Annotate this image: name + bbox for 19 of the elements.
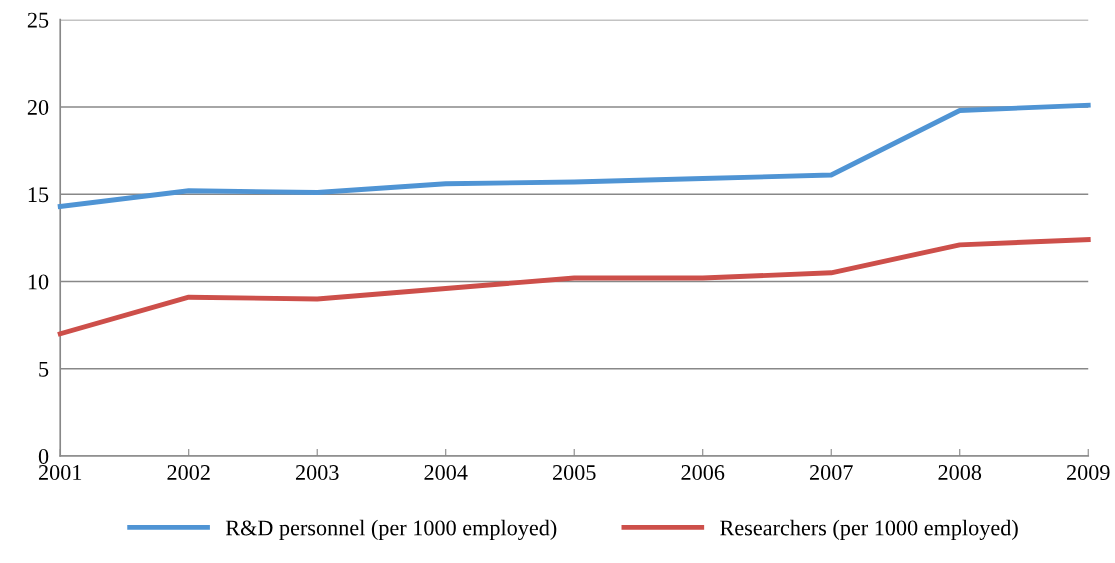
y-tick-label: 25 bbox=[27, 12, 49, 28]
x-tick-label: 2003 bbox=[295, 465, 339, 480]
y-tick-label: 5 bbox=[39, 361, 49, 377]
y-tick-label: 20 bbox=[27, 99, 49, 115]
x-tick-label: 2007 bbox=[809, 465, 853, 480]
x-tick-label: 2009 bbox=[1066, 465, 1110, 480]
x-tick-label: 2006 bbox=[681, 465, 725, 480]
line-series bbox=[57, 237, 1091, 337]
x-tick-label: 2004 bbox=[424, 465, 468, 480]
line-series bbox=[57, 102, 1091, 209]
x-tick-label: 2008 bbox=[938, 465, 982, 480]
x-tick-label: 2002 bbox=[167, 465, 210, 480]
x-tick-label: 2005 bbox=[552, 465, 596, 480]
legend-label: Researchers (per 1000 employed) bbox=[720, 519, 1018, 541]
y-tick-label: 10 bbox=[28, 274, 49, 290]
y-tick-label: 0 bbox=[38, 448, 49, 464]
x-tick-label: 2001 bbox=[38, 465, 82, 480]
legend-label: R&D personnel (per 1000 employed) bbox=[225, 519, 557, 541]
y-tick-label: 15 bbox=[28, 187, 49, 203]
